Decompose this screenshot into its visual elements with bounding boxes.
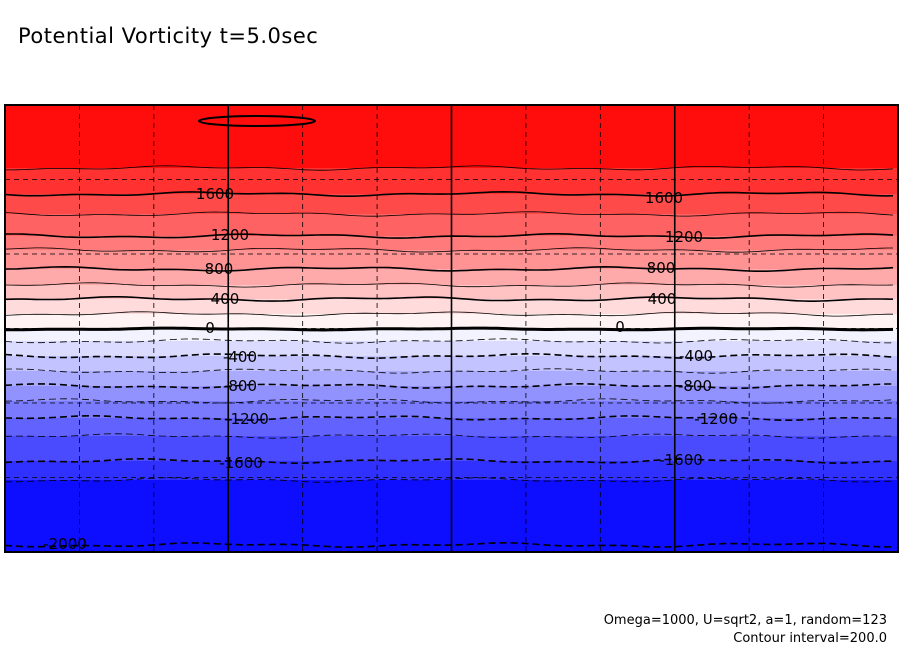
contour-label: 1600 xyxy=(645,189,683,207)
contour-label: 1200 xyxy=(665,228,703,246)
positive-contour-line xyxy=(5,296,894,302)
contour-label: -1200 xyxy=(225,410,269,428)
positive-contour-line xyxy=(5,190,894,197)
closed-contour xyxy=(198,115,316,127)
contour-label: -2000 xyxy=(43,535,87,553)
negative-contour-line xyxy=(5,368,894,374)
parameters-text: Omega=1000, U=sqrt2, a=1, random=123 xyxy=(603,613,887,628)
contour-label: 1200 xyxy=(211,226,249,244)
contour-label: -1600 xyxy=(659,451,703,469)
positive-contour-line xyxy=(5,265,894,272)
contour-label: 800 xyxy=(647,259,676,277)
negative-contour-line xyxy=(5,415,894,421)
negative-contour-line xyxy=(5,477,894,483)
contour-label: 0 xyxy=(205,319,215,337)
positive-contour-line xyxy=(5,247,893,253)
contour-label: -1600 xyxy=(219,454,263,472)
contour-label: 800 xyxy=(205,260,234,278)
negative-contour-line xyxy=(5,398,894,404)
positive-contour-line xyxy=(5,233,894,240)
negative-contour-line xyxy=(5,338,894,344)
negative-contour-line xyxy=(5,383,893,389)
footnote: Omega=1000, U=sqrt2, a=1, random=123 Con… xyxy=(604,612,887,648)
contour-label: 0 xyxy=(615,318,625,336)
chart-title: Potential Vorticity t=5.0sec xyxy=(18,24,319,48)
contour-label: 400 xyxy=(648,290,677,308)
negative-contour-line xyxy=(5,542,894,548)
contour-interval-text: Contour interval=200.0 xyxy=(733,631,887,646)
negative-contour-line xyxy=(5,353,894,359)
negative-contour-line xyxy=(5,458,893,464)
positive-contour-line xyxy=(5,311,893,317)
contour-label: -800 xyxy=(223,377,257,395)
contour-label: -400 xyxy=(223,348,257,366)
positive-contour-line xyxy=(5,211,894,217)
contour-label: -400 xyxy=(679,347,713,365)
positive-contour-line xyxy=(5,165,894,171)
negative-contour-line xyxy=(5,433,894,439)
contour-label: 1600 xyxy=(196,185,234,203)
contour-label: -1200 xyxy=(694,410,738,428)
plot-frame xyxy=(4,104,899,553)
contour-label: -800 xyxy=(678,377,712,395)
zero-contour-line xyxy=(5,326,894,332)
contour-label: 400 xyxy=(211,290,240,308)
positive-contour-line xyxy=(5,282,894,288)
